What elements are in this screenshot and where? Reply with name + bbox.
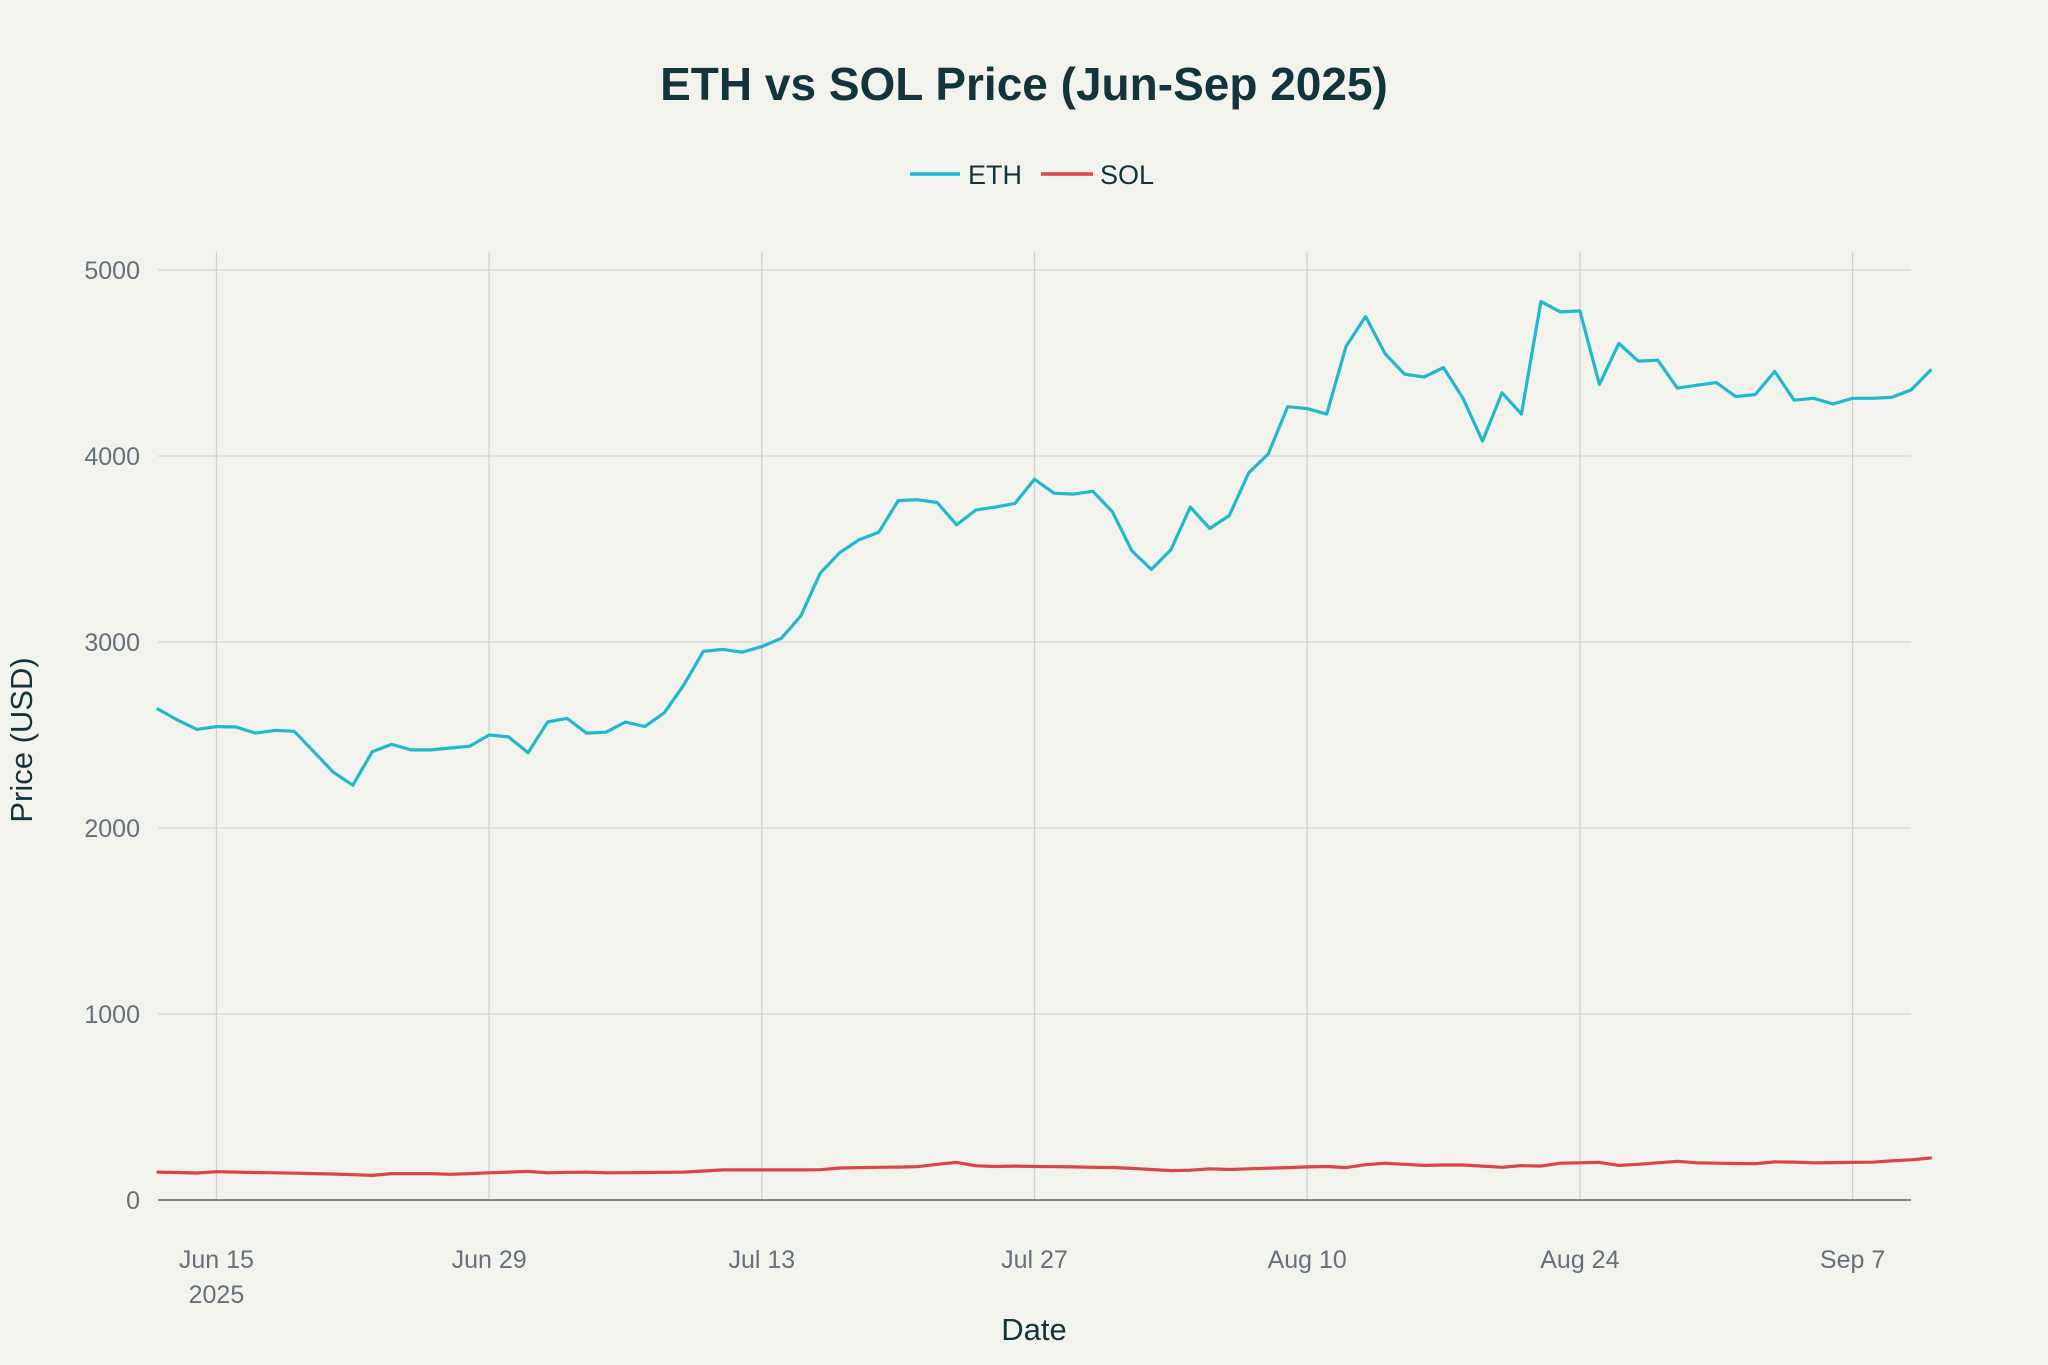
x-tick-label: Jul 13 bbox=[728, 1246, 795, 1274]
y-axis-title: Price (USD) bbox=[4, 657, 39, 822]
x-tick-sublabel: 2025 bbox=[189, 1281, 245, 1309]
y-tick-label: 3000 bbox=[84, 629, 140, 657]
x-gridlines bbox=[215, 252, 1854, 1200]
series-lines bbox=[156, 300, 1933, 1178]
legend: ETH SOL bbox=[910, 160, 1154, 190]
y-tick-label: 2000 bbox=[84, 815, 140, 843]
x-tick-label: Sep 7 bbox=[1820, 1246, 1885, 1274]
legend-label-eth: ETH bbox=[968, 160, 1022, 190]
x-tick-label: Jun 29 bbox=[452, 1246, 527, 1274]
y-axis-ticks: 0 1000 2000 3000 4000 5000 bbox=[84, 257, 140, 1215]
x-tick-label: Jul 27 bbox=[1001, 1246, 1068, 1274]
chart-title: ETH vs SOL Price (Jun-Sep 2025) bbox=[660, 58, 1388, 110]
legend-item-eth[interactable]: ETH bbox=[910, 160, 1022, 190]
legend-label-sol: SOL bbox=[1100, 160, 1154, 190]
y-tick-label: 0 bbox=[126, 1187, 140, 1215]
x-axis-title: Date bbox=[1001, 1312, 1066, 1347]
x-axis-ticks: Jun 15 2025 Jun 29 Jul 13 Jul 27 Aug 10 Aug 24… bbox=[179, 1246, 1885, 1309]
y-tick-label: 1000 bbox=[84, 1001, 140, 1029]
x-tick-label: Aug 10 bbox=[1268, 1246, 1347, 1274]
y-tick-label: 4000 bbox=[84, 443, 140, 471]
series-line-eth bbox=[156, 300, 1933, 787]
series-line-sol bbox=[156, 1156, 1933, 1178]
y-tick-label: 5000 bbox=[84, 257, 140, 285]
x-tick-label: Jun 15 bbox=[179, 1246, 254, 1274]
legend-item-sol[interactable]: SOL bbox=[1041, 160, 1154, 190]
x-tick-label: Aug 24 bbox=[1540, 1246, 1619, 1274]
